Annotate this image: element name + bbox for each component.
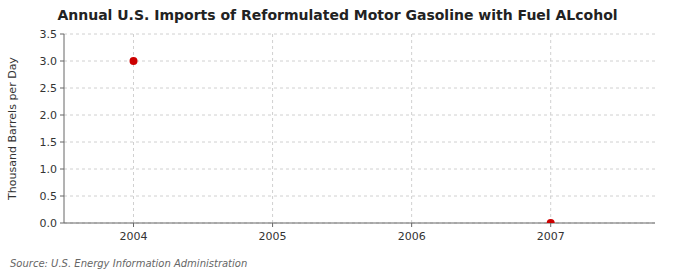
y-tick (60, 88, 64, 89)
x-tick (133, 223, 134, 227)
y-grid-line (64, 34, 655, 35)
y-grid-line (64, 88, 655, 89)
x-tick-label: 2005 (259, 230, 287, 243)
axes: 0.0 0.5 1.0 1.5 2.0 2.5 3.0 3.5 2004 2005 2006 2007 (40, 28, 656, 243)
x-tick-label: 2007 (537, 230, 565, 243)
y-tick-label: 3.5 (40, 28, 58, 41)
y-tick (60, 34, 64, 35)
point (547, 219, 555, 223)
x-tick (411, 223, 412, 227)
x-grid-line (272, 34, 273, 223)
y-tick (60, 61, 64, 62)
y-grid-line (64, 196, 655, 197)
y-tick (60, 169, 64, 170)
x-grid-line (411, 34, 412, 223)
x-axis-line (64, 223, 655, 224)
title: Annual U.S. Imports of Reformulated Moto… (57, 7, 617, 23)
y-tick-label: 0.0 (40, 217, 58, 230)
x-tick-label: 2006 (398, 230, 426, 243)
y-tick-label: 2.5 (40, 82, 58, 95)
y-axis-label: Thousand Barrels per Day (6, 57, 19, 201)
x-grid-line (550, 34, 551, 223)
chart-svg: Annual U.S. Imports of Reformulated Moto… (0, 0, 675, 275)
y-grid-line (64, 223, 655, 224)
points (130, 57, 555, 223)
y-tick-label: 1.0 (40, 163, 58, 176)
y-tick-label: 3.0 (40, 55, 58, 68)
x-tick (272, 223, 273, 227)
y-tick (60, 115, 64, 116)
y-axis-line (64, 34, 65, 223)
x-tick-label: 2004 (120, 230, 148, 243)
y-grid-line (64, 115, 655, 116)
y-tick (60, 142, 64, 143)
x-tick (550, 223, 551, 227)
y-tick-label: 1.5 (40, 136, 58, 149)
point (130, 57, 138, 65)
y-tick-label: 0.5 (40, 190, 58, 203)
source-note: Source: U.S. Energy Information Administ… (10, 258, 247, 269)
y-tick (60, 223, 64, 224)
y-grid-line (64, 61, 655, 62)
y-tick-label: 2.0 (40, 109, 58, 122)
y-grid-line (64, 169, 655, 170)
y-tick (60, 196, 64, 197)
chart-container: Annual U.S. Imports of Reformulated Moto… (0, 0, 675, 275)
grid (64, 34, 655, 223)
y-grid-line (64, 142, 655, 143)
